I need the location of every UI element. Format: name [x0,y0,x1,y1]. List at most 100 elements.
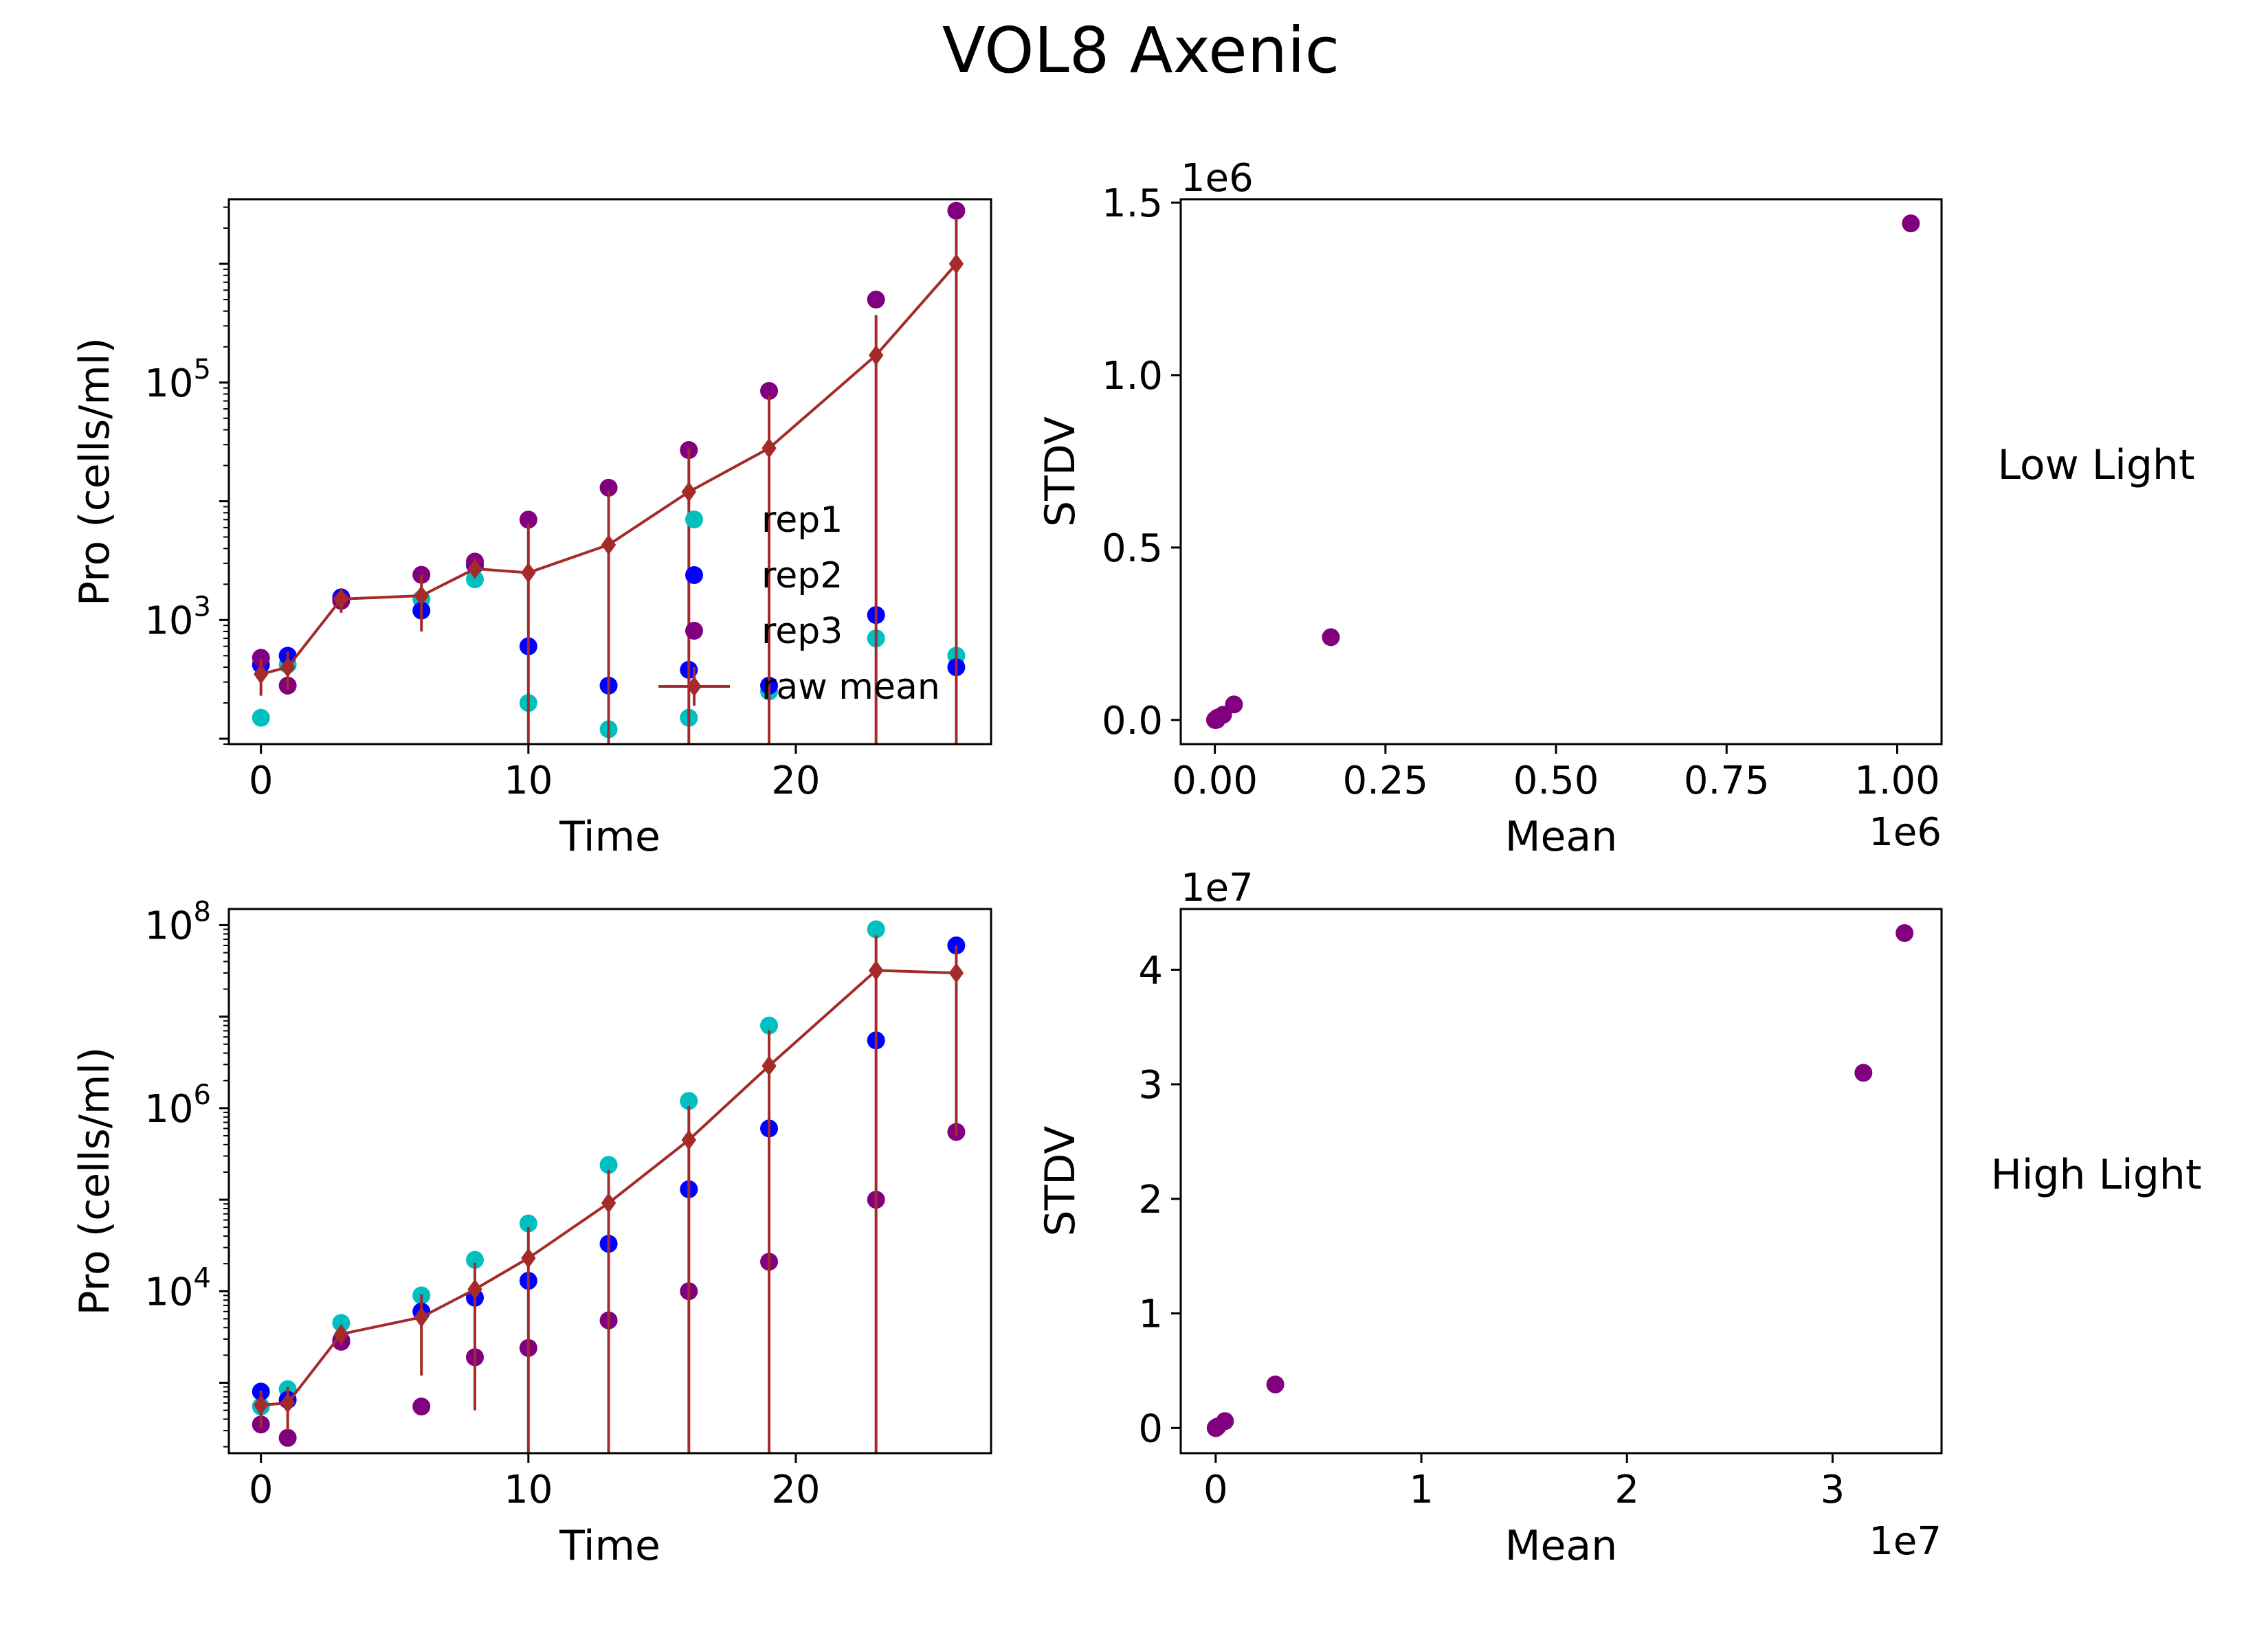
mean-marker [280,657,296,677]
y-axis-label: Pro (cells/ml) [71,1047,119,1316]
y-axis-label: STDV [1036,416,1085,527]
mean-marker [948,254,964,274]
data-point-rep1 [519,1214,537,1233]
scatter-point [1216,1412,1234,1431]
data-point-rep3 [947,201,966,220]
x-tick-label: 20 [771,759,820,803]
legend-marker-rep2 [685,566,703,584]
mean-marker [521,1248,536,1268]
mean-marker [601,535,616,555]
data-point-rep1 [599,1156,618,1174]
scatter-point [1895,924,1914,943]
mean-marker [521,562,536,583]
plot-area [252,920,966,1453]
plot-frame [1179,908,1943,1455]
y-tick-label: 2 [1138,1178,1163,1222]
data-point-rep3 [867,291,885,309]
data-point-rep3 [412,1398,431,1416]
mean-marker [868,960,884,981]
panel-high-light-mean-stdv: 0 1 2 3 0 1 2 3 4 Mean STDV 1e7 1e7 [1036,866,1943,1570]
data-point-rep3 [760,381,779,400]
scatter-point [1854,1064,1873,1082]
y-offset-label: 1e7 [1181,866,1254,910]
x-tick-label: 0 [249,759,274,803]
data-point-rep1 [465,1250,484,1269]
data-point-rep1 [760,1016,779,1035]
x-tick-label: 0.75 [1684,759,1770,803]
plot-frame [227,908,992,1455]
legend: rep1 rep2 rep3 raw mean [658,500,940,708]
data-point-rep1 [867,920,885,939]
x-axis-label: Time [559,813,660,861]
x-tick-label: 0 [249,1468,274,1512]
y-tick-label: 104 [144,1262,211,1314]
x-axis-label: Mean [1505,813,1617,861]
data-point-rep1 [465,570,484,589]
y-axis-label: STDV [1036,1126,1085,1237]
y-tick-label: 105 [144,354,211,406]
mean-marker [761,1055,777,1077]
plot-frame [1179,198,1943,745]
data-point-rep1 [680,1092,698,1110]
y-axis-label: Pro (cells/ml) [71,337,119,606]
plot-area [252,201,966,744]
y-tick-label: 1.0 [1102,354,1163,399]
legend-label: raw mean [761,666,940,708]
x-tick-label: 1 [1409,1468,1434,1512]
x-offset-label: 1e7 [1869,1519,1942,1564]
mean-marker [681,1130,696,1150]
y-offset-label: 1e6 [1181,156,1254,201]
mean-marker [253,664,269,684]
scatter-point [1266,1375,1285,1393]
row-label-low-light: Low Light [1998,441,2195,489]
data-point-rep2 [947,936,966,955]
y-tick-label: 106 [144,1079,211,1132]
scatter-point [1225,695,1243,714]
x-offset-label: 1e6 [1869,810,1942,855]
data-point-rep3 [519,511,537,529]
mean-marker [761,438,777,459]
x-tick-label: 10 [504,759,553,803]
x-tick-label: 20 [771,1468,820,1512]
y-tick-label: 0.0 [1102,699,1163,743]
x-tick-label: 0 [1203,1468,1228,1512]
panel-low-light-mean-stdv: 0.00 0.25 0.50 0.75 1.00 0.0 0.5 1.0 1.5 Mean STDV… [1036,156,1943,861]
data-point-rep3 [278,1428,297,1447]
legend-label: rep1 [761,500,843,541]
y-tick-label: 1.5 [1102,181,1163,226]
x-tick-label: 10 [504,1468,553,1512]
data-point-rep3 [252,649,270,667]
scatter-point [1322,628,1340,647]
x-tick-label: 0.50 [1513,759,1599,803]
figure-title: VOL8 Axenic [942,14,1339,87]
scatter-point [1902,214,1920,233]
mean-marker [948,963,964,983]
mean-marker [253,1395,269,1415]
row-label-high-light: High Light [1991,1151,2202,1199]
mean-marker [601,1193,616,1213]
mean-marker [280,1393,296,1413]
mean-marker [333,589,349,609]
y-tick-label: 4 [1138,948,1163,993]
y-tick-label: 1 [1138,1292,1163,1337]
legend-label: rep2 [761,555,843,596]
mean-marker [414,585,429,606]
y-tick-label: 103 [144,591,211,643]
y-tick-label: 3 [1138,1063,1163,1108]
mean-marker [467,558,482,579]
data-point-rep1 [332,1314,351,1332]
mean-marker [681,482,696,502]
legend-marker-rep1 [685,511,703,528]
mean-marker [868,345,884,366]
y-tick-label: 0.5 [1102,526,1163,571]
legend-marker-diamond [687,676,702,697]
panel-high-light-timeseries: 0 10 20 104 106 108 Time Pro (cells/ml) [71,896,992,1570]
x-axis-label: Time [559,1522,660,1570]
data-point-rep1 [252,708,270,727]
x-tick-label: 2 [1614,1468,1639,1512]
x-axis-label: Mean [1505,1522,1617,1570]
y-tick-label: 0 [1138,1406,1163,1451]
plot-frame [227,198,992,745]
panel-low-light-timeseries: rep1 rep2 rep3 raw mean 0 10 20 103 105 Time Pro (… [71,198,992,861]
x-tick-label: 0.00 [1172,759,1258,803]
